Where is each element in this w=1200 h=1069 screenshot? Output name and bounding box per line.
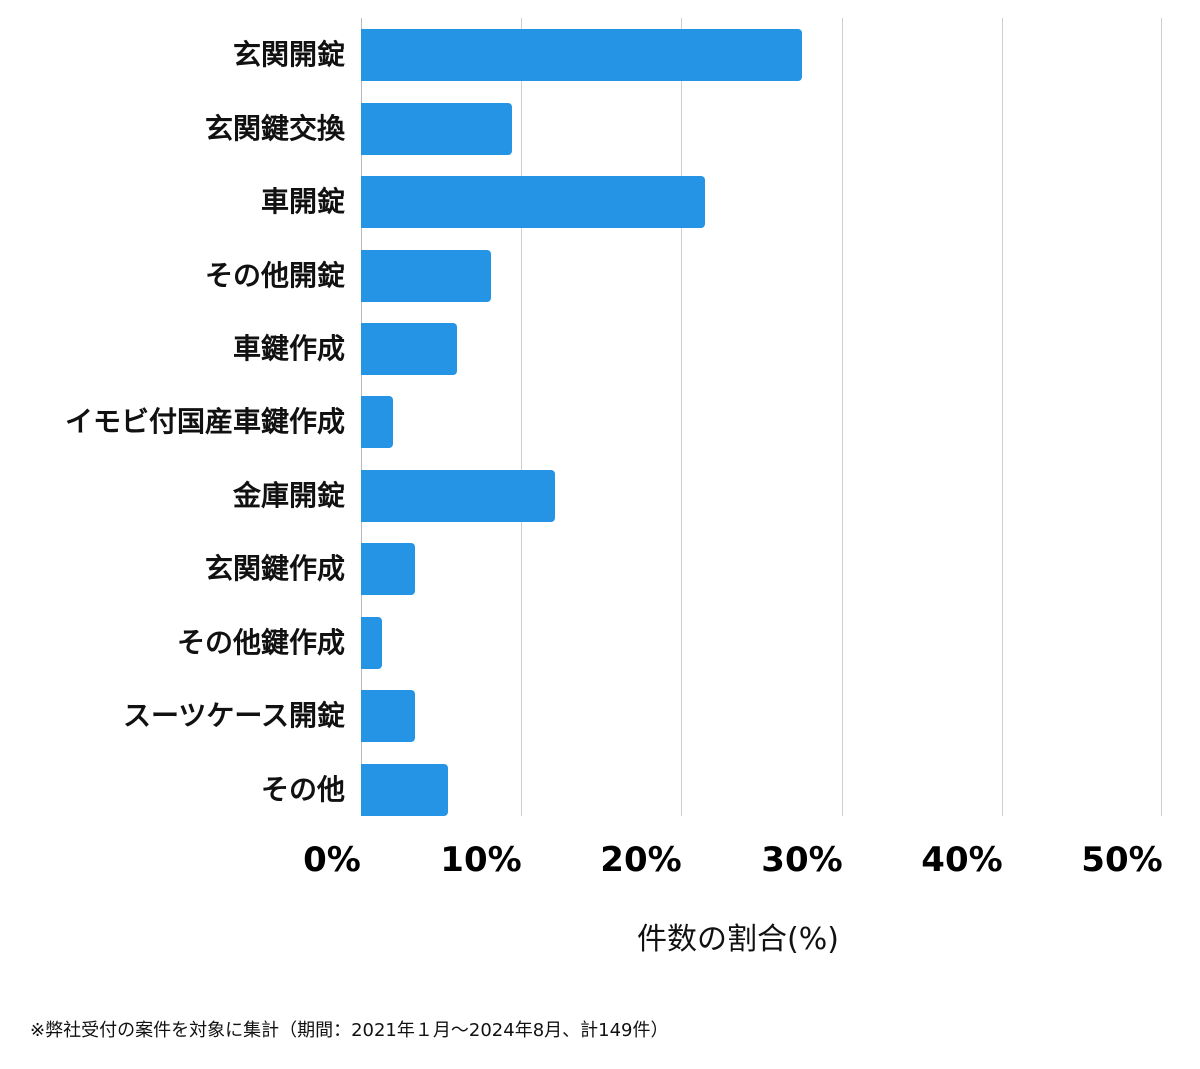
category-label: その他 <box>260 773 345 806</box>
x-axis-title: 件数の割合(%) <box>637 922 839 957</box>
category-label: 金庫開錠 <box>232 479 345 512</box>
gridline-10 <box>521 18 522 816</box>
bar-9 <box>361 690 416 742</box>
x-tick-label: 20% <box>600 840 682 880</box>
category-label: 車鍵作成 <box>232 332 345 365</box>
x-tick-label: 30% <box>761 840 843 880</box>
x-tick-label: 0% <box>303 840 361 880</box>
gridline-40 <box>1002 18 1003 816</box>
bar-3 <box>361 250 491 302</box>
category-label: スーツケース開錠 <box>122 699 345 732</box>
footnote: ※弊社受付の案件を対象に集計（期間：2021年１月〜2024年8月、計149件） <box>30 1020 669 1041</box>
bar-2 <box>361 176 706 228</box>
gridline-20 <box>681 18 682 816</box>
category-label: その他開錠 <box>204 259 345 292</box>
category-label: 玄関鍵作成 <box>204 552 345 585</box>
bar-5 <box>361 396 394 448</box>
bar-1 <box>361 103 512 155</box>
bar-6 <box>361 470 555 522</box>
bar-0 <box>361 29 802 81</box>
category-label: 玄関開錠 <box>232 38 345 71</box>
category-label: イモビ付国産車鍵作成 <box>64 405 345 438</box>
plot-area <box>361 18 1162 816</box>
gridline-50 <box>1161 18 1162 816</box>
category-label: 車開錠 <box>260 185 345 218</box>
bar-10 <box>361 764 448 816</box>
gridline-30 <box>842 18 843 816</box>
x-tick-label: 50% <box>1081 840 1163 880</box>
bar-8 <box>361 617 382 669</box>
category-label: 玄関鍵交換 <box>204 112 345 145</box>
x-tick-label: 10% <box>440 840 522 880</box>
bar-4 <box>361 323 458 375</box>
bar-7 <box>361 543 416 595</box>
x-tick-label: 40% <box>921 840 1003 880</box>
category-label: その他鍵作成 <box>176 626 345 659</box>
